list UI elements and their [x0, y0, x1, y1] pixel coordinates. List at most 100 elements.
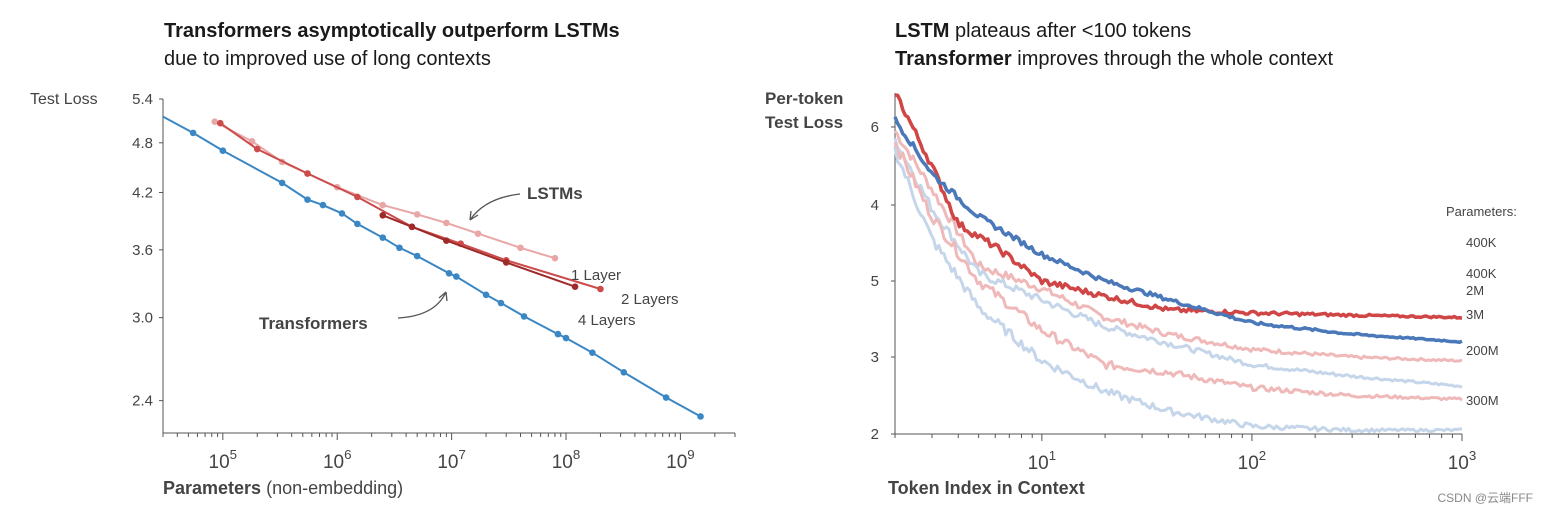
label-transformers: Transformers	[259, 314, 368, 333]
left-chart-subtitle: due to improved use of long contexts	[164, 48, 491, 70]
arrowhead-lstms	[469, 210, 479, 221]
data-point	[253, 145, 261, 153]
right-series-group	[893, 93, 1463, 434]
x-tick-label: 101	[1028, 448, 1057, 474]
series-label-transformer-400k: 400K	[1466, 266, 1497, 281]
data-point	[379, 234, 387, 241]
x-tick-label: 108	[552, 447, 581, 473]
series-line-200m	[893, 141, 1463, 402]
right-subtitle-bold: Transformer	[895, 48, 1012, 70]
y-tick-label: 4.2	[132, 184, 153, 201]
data-point	[497, 299, 505, 307]
right-chart-svg: 2 3 5 4 6 101 102 103 Per-token Test Loss Token In…	[765, 89, 1517, 498]
data-point	[443, 237, 450, 244]
data-point	[211, 118, 219, 126]
left-axes: 2.4 3.0 3.6 4.2 4.8 5.4 105 106 107 108 109 Test Lo…	[30, 91, 736, 498]
data-point	[216, 119, 224, 127]
arrow-transformers	[397, 291, 447, 319]
data-point	[248, 137, 256, 145]
data-point	[445, 269, 453, 277]
x-tick-label: 106	[323, 447, 352, 473]
data-point	[319, 201, 327, 209]
data-point	[379, 212, 387, 219]
data-point	[413, 211, 421, 218]
data-point	[620, 368, 628, 376]
x-tick-label: 109	[666, 447, 695, 473]
series-line-2m	[893, 130, 1463, 363]
watermark: CSDN @云端FFF	[1437, 491, 1533, 505]
series-line-2-layers	[219, 122, 601, 290]
data-point	[589, 349, 596, 357]
label-2-layers: 2 Layers	[621, 291, 679, 308]
arrow-lstms	[469, 193, 521, 221]
series-line-transformers	[163, 115, 702, 418]
left-chart-panel: Transformers asymptotically outperform L…	[0, 0, 760, 514]
y-tick-label: 4	[871, 197, 879, 214]
y-axis-label: Test Loss	[30, 91, 98, 108]
y-tick-label: 5.4	[132, 91, 153, 108]
data-point	[354, 220, 361, 228]
y-axis-label-line2: Test Loss	[765, 113, 843, 132]
left-chart-svg: 2.4 3.0 3.6 4.2 4.8 5.4 105 106 107 108 109 Test Lo…	[30, 91, 736, 498]
label-lstms: LSTMs	[527, 184, 583, 203]
y-tick-label: 2.4	[132, 393, 153, 410]
series-label-200m: 200M	[1466, 343, 1499, 358]
label-4-layers: 4 Layers	[578, 312, 636, 329]
data-point	[697, 413, 704, 420]
legend-title: Parameters:	[1446, 204, 1517, 219]
data-point	[453, 273, 460, 280]
right-axes: 2 3 5 4 6 101 102 103 Per-token Test Loss Token In…	[765, 89, 1476, 498]
x-axis-label: Parameters (non-embedding)	[163, 478, 403, 498]
series-label-lstm-400k: 400K	[1466, 235, 1497, 250]
y-tick-label: 3.0	[132, 310, 153, 327]
data-point	[443, 219, 450, 227]
right-subtitle-rest: improves through the whole context	[1011, 48, 1334, 70]
data-point	[219, 147, 227, 154]
y-axis-label-line1: Per-token	[765, 89, 843, 108]
right-title-bold: LSTM	[895, 20, 950, 42]
series-line-3m	[893, 137, 1463, 389]
data-point	[413, 252, 421, 260]
y-tick-label: 6	[871, 119, 879, 136]
series-line-300m	[893, 147, 1463, 434]
data-point	[482, 291, 490, 299]
right-title-rest: plateaus after <100 tokens	[949, 20, 1192, 42]
series-label-3m: 3M	[1466, 307, 1484, 322]
left-chart-title: Transformers asymptotically outperform L…	[164, 20, 620, 42]
x-tick-label: 103	[1448, 448, 1477, 474]
series-label-2m: 2M	[1466, 283, 1484, 298]
data-point	[571, 283, 579, 291]
label-1-layer: 1 Layer	[571, 267, 621, 284]
right-chart-panel: LSTM plateaus after <100 tokens Transfor…	[760, 0, 1547, 514]
data-point	[551, 254, 559, 262]
data-point	[189, 129, 197, 137]
data-point	[474, 230, 482, 237]
data-point	[517, 244, 524, 252]
data-point	[278, 179, 286, 187]
y-tick-label: 2	[871, 426, 879, 443]
left-series-group	[163, 115, 704, 420]
series-line-lstm-400k	[894, 93, 1463, 320]
data-point	[338, 210, 346, 217]
arrowhead-transformers	[438, 291, 448, 302]
y-tick-label: 3.6	[132, 242, 153, 259]
data-point	[597, 285, 604, 293]
right-chart-title: LSTM plateaus after <100 tokens	[895, 20, 1191, 43]
y-tick-label: 4.8	[132, 135, 153, 152]
series-line-transformer-400k	[893, 116, 1463, 344]
data-point	[379, 201, 387, 209]
x-tick-label: 105	[209, 447, 238, 473]
right-annotations: Parameters: 400K 400K 2M 3M 200M 300M	[1446, 204, 1517, 408]
data-point	[562, 334, 570, 342]
data-point	[662, 394, 670, 401]
data-point	[304, 170, 311, 177]
x-axis-label: Token Index in Context	[888, 478, 1085, 498]
x-tick-label: 102	[1238, 448, 1267, 474]
data-point	[354, 193, 361, 201]
data-point	[554, 330, 562, 338]
data-point	[502, 259, 510, 266]
series-label-300m: 300M	[1466, 393, 1499, 408]
data-point	[408, 223, 416, 231]
data-point	[520, 313, 528, 320]
